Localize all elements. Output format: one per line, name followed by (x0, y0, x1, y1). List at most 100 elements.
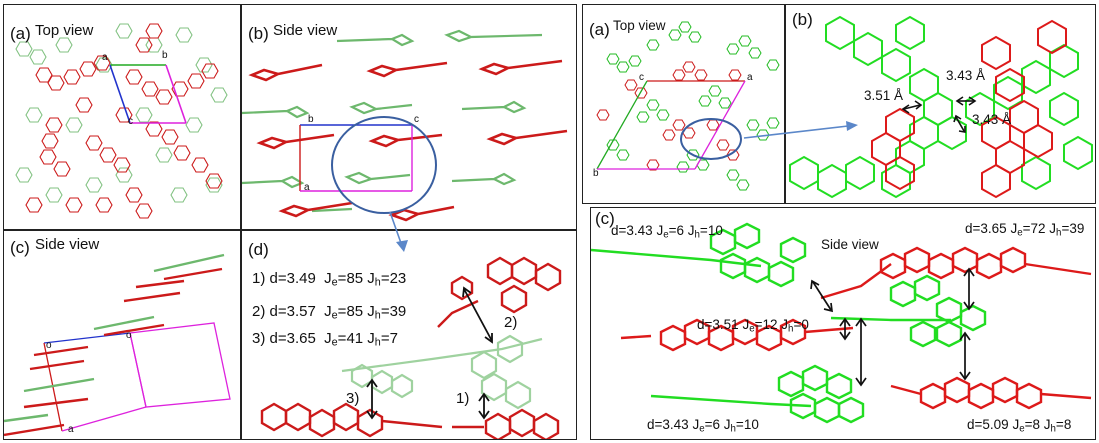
top-left-je: 6 (676, 223, 684, 238)
middle-d: d=3.51 (697, 317, 739, 332)
pair-2: 2) d=3.57 Je=85 Jh=39 (252, 303, 407, 322)
bottom-right-jh: 8 (1063, 417, 1072, 432)
pair-2-jh: 39 (389, 303, 407, 320)
je-prefix: J (742, 317, 750, 332)
h-sub: h (730, 423, 736, 435)
h-sub: h (1050, 423, 1056, 435)
cell-label-b: b (162, 50, 168, 61)
right-c-title: Side view (821, 237, 879, 252)
left-c-title: Side view (35, 236, 100, 253)
top-right-je: 72 (1030, 221, 1046, 236)
left-b-title: Side view (273, 22, 338, 39)
right-c-structure (591, 222, 1092, 424)
jh-prefix: J (781, 317, 789, 332)
je-prefix: J (324, 330, 332, 347)
distance-top: 3.43 Å (946, 68, 986, 83)
jh-prefix: J (367, 330, 375, 347)
cell-label-a: a (102, 52, 108, 63)
h-sub: h (1056, 227, 1062, 239)
pair-1-jh: 23 (389, 270, 407, 287)
pair-2-index: 2) (252, 303, 266, 320)
left-a-label: (a) (10, 24, 31, 43)
right-panel-a: (a) Top view c a b (582, 4, 785, 204)
cell-label-o2: o (126, 330, 132, 341)
middle-je: 12 (762, 317, 778, 332)
bottom-right-d: d=5.09 (967, 417, 1009, 432)
label-bottom-left: d=3.43 Je=6 Jh=10 (647, 417, 759, 435)
e-sub: e (331, 336, 338, 349)
red-molecules (620, 246, 1092, 410)
unit-cell (596, 80, 746, 170)
cell-label-b: b (593, 168, 599, 179)
cell-label-a: a (747, 72, 753, 83)
distance-right: 3.43 Å (972, 112, 1012, 127)
e-sub: e (1019, 423, 1025, 435)
left-c-structure (4, 253, 231, 437)
h-sub: h (374, 336, 381, 349)
je-prefix: J (1010, 221, 1018, 236)
jh-prefix: J (367, 303, 375, 320)
je-prefix: J (324, 270, 332, 287)
middle-jh: 0 (801, 317, 809, 332)
cell-label-c: c (128, 116, 133, 127)
pair-1-d: d=3.49 (269, 270, 316, 287)
green-ring-chain (789, 15, 1093, 199)
highlight-circle (680, 118, 742, 160)
stacked-molecules (4, 253, 225, 437)
cell-label-b: b (308, 114, 314, 125)
right-b-structure (789, 15, 1093, 199)
pair-3: 3) d=3.65 Je=41 Jh=7 (252, 330, 398, 349)
h-sub: h (374, 309, 381, 322)
pair-3-je: 41 (346, 330, 364, 347)
e-sub: e (331, 309, 338, 322)
bottom-left-d: d=3.43 (647, 417, 689, 432)
unit-cell (109, 64, 187, 124)
green-molecules (591, 222, 987, 424)
distance-arrows (810, 267, 975, 387)
cell-label-a: a (68, 424, 74, 435)
jh-prefix: J (1043, 417, 1051, 432)
pair-3-index: 3) (252, 330, 266, 347)
right-panel-c: (c) Side view d=3.43 Je=6 Jh=10 d=3.65 J… (590, 207, 1096, 440)
right-a-title: Top view (613, 18, 666, 33)
jh-prefix: J (723, 417, 731, 432)
left-b-structure (242, 29, 568, 222)
je-prefix: J (1012, 417, 1020, 432)
e-sub: e (663, 229, 669, 241)
pair-1-je: 85 (346, 270, 364, 287)
red-stacks (248, 59, 568, 222)
pair-2-d: d=3.57 (269, 303, 316, 320)
red-molecule-bottom (260, 402, 560, 439)
green-molecule (341, 334, 543, 410)
top-right-jh: 39 (1069, 221, 1085, 236)
cell-label-c: c (414, 114, 419, 125)
arrow-label-1: 1) (456, 390, 470, 407)
label-bottom-right: d=5.09 Je=8 Jh=8 (967, 417, 1072, 435)
cell-label-o1: o (46, 340, 52, 351)
left-panel-b: (b) Side view b c a (241, 4, 577, 230)
jh-prefix: J (1049, 221, 1057, 236)
h-sub: h (374, 276, 381, 289)
je-prefix: J (656, 223, 664, 238)
pair-1: 1) d=3.49 Je=85 Jh=23 (252, 270, 407, 289)
je-prefix: J (692, 417, 700, 432)
arrow-label-2: 2) (504, 314, 518, 331)
distance-arrows (901, 96, 977, 133)
pair-1-index: 1) (252, 270, 266, 287)
je-prefix: J (324, 303, 332, 320)
left-panel-a: (a) Top view a b c (3, 4, 241, 230)
bottom-left-je: 6 (712, 417, 720, 432)
pair-3-jh: 7 (389, 330, 398, 347)
right-panel-b: (b) 3.51 Å 3.43 Å 3.43 Å (785, 4, 1096, 204)
pair-2-je: 85 (346, 303, 364, 320)
arrow-label-3: 3) (346, 390, 360, 407)
h-sub: h (788, 323, 794, 335)
top-right-d: d=3.65 (965, 221, 1007, 236)
right-c-label: (c) (595, 209, 615, 228)
bottom-left-jh: 10 (743, 417, 759, 432)
pair-3-d: d=3.65 (269, 330, 316, 347)
distance-left: 3.51 Å (864, 88, 904, 103)
top-left-d: d=3.43 (611, 223, 653, 238)
